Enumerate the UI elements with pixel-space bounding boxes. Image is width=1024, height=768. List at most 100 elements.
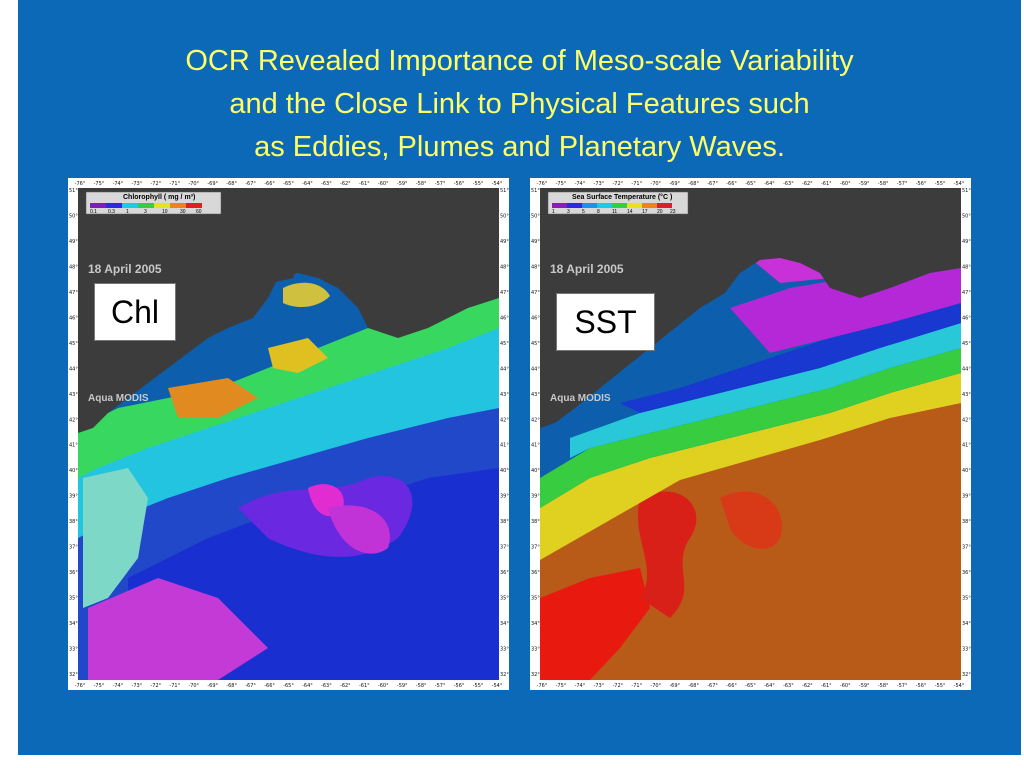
longitude-tick-label: -68° xyxy=(226,181,237,187)
longitude-tick-label: -56° xyxy=(916,181,927,187)
chl-label-box: Chl xyxy=(94,283,176,341)
latitude-tick-label: 51° xyxy=(962,188,971,194)
latitude-tick-label: 45° xyxy=(531,341,540,347)
longitude-tick-label: -55° xyxy=(473,683,484,689)
latitude-tick-label: 40° xyxy=(69,468,78,474)
longitude-tick-label: -55° xyxy=(935,683,946,689)
chl-colorbar-tick: 30 xyxy=(180,209,186,215)
latitude-tick-label: 51° xyxy=(69,188,78,194)
sst-map: Sea Surface Temperature (°C ) 1 3 5 8 11… xyxy=(530,178,971,690)
latitude-tick-label: 49° xyxy=(531,239,540,245)
longitude-tick-label: -64° xyxy=(302,181,313,187)
chl-colorbar-tick: 60 xyxy=(196,209,202,215)
longitude-tick-label: -73° xyxy=(132,683,143,689)
latitude-tick-label: 41° xyxy=(500,443,509,449)
longitude-tick-label: -74° xyxy=(575,683,586,689)
latitude-tick-label: 35° xyxy=(69,596,78,602)
longitude-tick-label: -58° xyxy=(878,683,889,689)
longitude-tick-label: -63° xyxy=(783,181,794,187)
longitude-tick-label: -54° xyxy=(954,181,965,187)
longitude-tick-label: -72° xyxy=(150,181,161,187)
latitude-tick-label: 42° xyxy=(531,417,540,423)
longitude-tick-label: -66° xyxy=(264,683,275,689)
longitude-tick-label: -72° xyxy=(150,683,161,689)
longitude-tick-label: -57° xyxy=(435,181,446,187)
longitude-tick-label: -69° xyxy=(207,181,218,187)
longitude-tick-label: -57° xyxy=(897,683,908,689)
longitude-tick-label: -73° xyxy=(594,181,605,187)
latitude-tick-label: 50° xyxy=(69,213,78,219)
title-line-3: as Eddies, Plumes and Planetary Waves. xyxy=(254,131,785,163)
sst-colorbar-tick: 8 xyxy=(597,209,600,215)
chl-colorbar-tick: 10 xyxy=(162,209,168,215)
chl-colorbar-tick: 0.1 xyxy=(90,209,97,215)
longitude-tick-label: -67° xyxy=(707,683,718,689)
latitude-tick-label: 38° xyxy=(500,519,509,525)
latitude-tick-label: 34° xyxy=(69,621,78,627)
longitude-tick-label: -66° xyxy=(264,181,275,187)
latitude-tick-label: 47° xyxy=(500,290,509,296)
longitude-tick-label: -63° xyxy=(321,181,332,187)
longitude-tick-label: -59° xyxy=(859,181,870,187)
longitude-tick-label: -56° xyxy=(454,181,465,187)
latitude-tick-label: 39° xyxy=(531,494,540,500)
longitude-tick-label: -70° xyxy=(188,683,199,689)
longitude-tick-label: -68° xyxy=(688,683,699,689)
chl-colorbar-tick: 1 xyxy=(126,209,129,215)
longitude-tick-label: -64° xyxy=(764,181,775,187)
latitude-tick-label: 32° xyxy=(69,672,78,678)
longitude-tick-label: -71° xyxy=(631,683,642,689)
longitude-tick-label: -55° xyxy=(473,181,484,187)
latitude-tick-label: 51° xyxy=(500,188,509,194)
latitude-tick-label: 43° xyxy=(531,392,540,398)
longitude-tick-label: -67° xyxy=(707,181,718,187)
longitude-tick-label: -75° xyxy=(94,683,105,689)
longitude-tick-label: -75° xyxy=(556,683,567,689)
latitude-tick-label: 44° xyxy=(69,366,78,372)
latitude-tick-label: 32° xyxy=(962,672,971,678)
latitude-tick-label: 33° xyxy=(531,647,540,653)
latitude-tick-label: 39° xyxy=(962,494,971,500)
latitude-tick-label: 33° xyxy=(69,647,78,653)
latitude-tick-label: 36° xyxy=(962,570,971,576)
longitude-tick-label: -60° xyxy=(378,181,389,187)
latitude-tick-label: 35° xyxy=(531,596,540,602)
sst-label-box: SST xyxy=(556,293,655,351)
latitude-tick-label: 32° xyxy=(531,672,540,678)
longitude-tick-label: -58° xyxy=(416,181,427,187)
chl-sensor-label: Aqua MODIS xyxy=(88,393,149,404)
longitude-tick-label: -74° xyxy=(113,181,124,187)
latitude-tick-label: 41° xyxy=(69,443,78,449)
latitude-tick-label: 36° xyxy=(531,570,540,576)
sst-colorbar-tick: 11 xyxy=(612,209,617,215)
longitude-tick-label: -57° xyxy=(897,181,908,187)
latitude-tick-label: 32° xyxy=(500,672,509,678)
sst-colorbar-tick: 14 xyxy=(627,209,633,215)
longitude-tick-label: -59° xyxy=(397,683,408,689)
longitude-tick-label: -71° xyxy=(169,181,180,187)
latitude-tick-label: 48° xyxy=(531,264,540,270)
latitude-tick-label: 38° xyxy=(69,519,78,525)
longitude-tick-label: -54° xyxy=(492,181,503,187)
longitude-tick-label: -65° xyxy=(283,683,294,689)
chl-colorbar-tick: 3 xyxy=(144,209,147,215)
latitude-tick-label: 48° xyxy=(69,264,78,270)
sst-date-label: 18 April 2005 xyxy=(550,262,624,276)
latitude-tick-label: 44° xyxy=(531,366,540,372)
latitude-tick-label: 40° xyxy=(531,468,540,474)
latitude-tick-label: 35° xyxy=(500,596,509,602)
longitude-tick-label: -74° xyxy=(575,181,586,187)
longitude-tick-label: -60° xyxy=(840,683,851,689)
latitude-tick-label: 45° xyxy=(962,341,971,347)
longitude-tick-label: -63° xyxy=(783,683,794,689)
latitude-tick-label: 37° xyxy=(500,545,509,551)
latitude-tick-label: 36° xyxy=(500,570,509,576)
longitude-tick-label: -62° xyxy=(340,181,351,187)
latitude-tick-label: 43° xyxy=(962,392,971,398)
longitude-tick-label: -65° xyxy=(745,181,756,187)
longitude-tick-label: -67° xyxy=(245,181,256,187)
latitude-tick-label: 34° xyxy=(500,621,509,627)
sst-colorbar-tick: 23 xyxy=(670,209,676,215)
longitude-tick-label: -69° xyxy=(669,683,680,689)
latitude-tick-label: 42° xyxy=(500,417,509,423)
